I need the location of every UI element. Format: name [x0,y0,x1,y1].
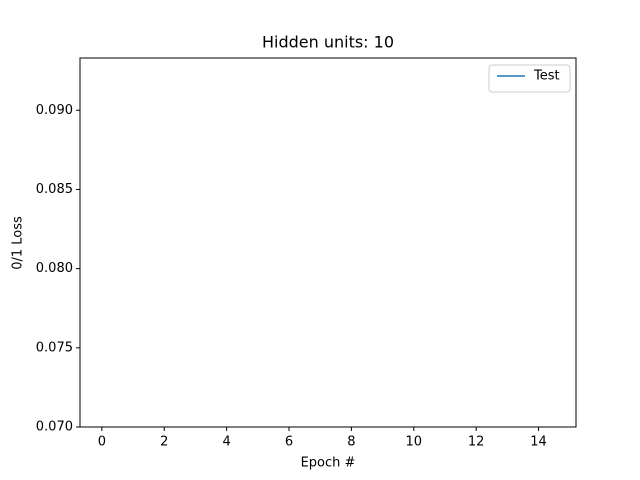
x-tick-label: 4 [222,435,230,450]
x-tick-label: 6 [285,435,293,450]
x-tick-label: 0 [98,435,106,450]
x-tick-label: 12 [468,435,485,450]
x-tick-label: 8 [347,435,355,450]
legend-box [488,64,571,93]
chart-title: Hidden units: 10 [262,33,394,52]
legend-label: Test [533,69,560,84]
y-tick-label: 0.085 [36,182,73,197]
y-tick-label: 0.070 [36,420,73,435]
y-tick-label: 0.080 [36,261,73,276]
y-tick-label: 0.075 [36,340,73,355]
y-tick-label: 0.090 [36,103,73,118]
x-tick-label: 14 [530,435,547,450]
x-tick-label: 2 [160,435,168,450]
x-tick-label: 10 [406,435,423,450]
plot-frame [79,57,577,428]
x-axis-label: Epoch # [301,456,356,471]
y-axis-label: 0/1 Loss [11,216,26,270]
